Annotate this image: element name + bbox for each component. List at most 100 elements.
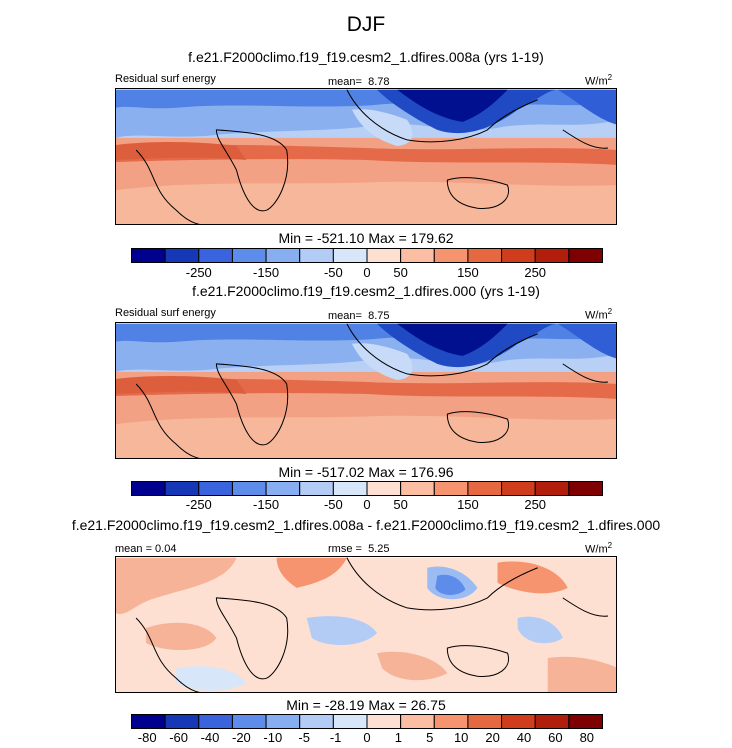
- colorbar-swatch: [433, 481, 469, 496]
- colorbar-tick-label: -20: [231, 730, 251, 745]
- colorbar-svg: [131, 481, 604, 496]
- colorbar-tick-label: -10: [263, 730, 283, 745]
- panel-3-rmse-value: 5.25: [368, 543, 390, 555]
- panel-2-min-max: Min = -517.02 Max = 176.96: [278, 464, 454, 480]
- colorbar-swatch: [501, 248, 536, 263]
- panel-3-map: [115, 556, 617, 693]
- colorbar-swatch: [198, 481, 233, 496]
- colorbar-swatch: [131, 714, 166, 729]
- panel-2-mean-label: mean= 8.75: [328, 310, 390, 322]
- colorbar-tick-label: 20: [485, 730, 500, 745]
- colorbar-swatch: [534, 248, 570, 263]
- colorbar-tick-label: 50: [393, 497, 408, 512]
- colorbar-swatch: [299, 481, 334, 496]
- colorbar-swatch: [131, 248, 166, 263]
- colorbar-tick-label: -5: [298, 730, 310, 745]
- panel-1-map-svg: [116, 89, 616, 224]
- colorbar-swatch: [332, 248, 368, 263]
- colorbar-swatch: [534, 481, 570, 496]
- colorbar-tick-label: 50: [393, 265, 408, 280]
- colorbar-tick-label: 0: [363, 265, 371, 280]
- colorbar-tick-label: 40: [516, 730, 532, 745]
- colorbar-swatch: [366, 248, 402, 263]
- colorbar-tick-label: -1: [329, 730, 342, 745]
- colorbar-swatch: [534, 714, 570, 729]
- panel-2-map: [115, 322, 617, 459]
- colorbar-swatch: [400, 481, 435, 496]
- colorbar-swatch: [265, 714, 301, 729]
- colorbar-tick-label: -150: [253, 265, 280, 280]
- colorbar-tick-label: -60: [169, 730, 188, 745]
- panel-1-title: f.e21.F2000climo.f19_f19.cesm2_1.dfires.…: [188, 49, 544, 65]
- panel-2-units: W/m2: [585, 307, 613, 322]
- colorbar-swatch: [366, 481, 402, 496]
- panel-2-map-svg: [116, 323, 616, 458]
- panel-1-mean-label: mean= 8.78: [328, 76, 390, 88]
- colorbar-tick-label: -250: [185, 497, 212, 512]
- colorbar-swatch: [164, 248, 200, 263]
- colorbar-swatch: [299, 714, 334, 729]
- colorbar-swatch: [332, 481, 368, 496]
- panel-2-mean-value: 8.75: [368, 310, 390, 322]
- colorbar-swatch: [265, 248, 301, 263]
- colorbar-tick-label: -150: [253, 497, 280, 512]
- panel-2-colorbar: [131, 481, 604, 496]
- panel-3-title: f.e21.F2000climo.f19_f19.cesm2_1.dfires.…: [71, 517, 661, 533]
- panel-2-colorbar-ticks: -250 -150 -50 0 50 150 250: [131, 497, 603, 515]
- colorbar-tick-label: 1: [394, 730, 403, 745]
- colorbar-tick-label: 0: [363, 497, 371, 512]
- panel-1-colorbar: [131, 248, 604, 263]
- colorbar-swatch: [467, 481, 503, 496]
- colorbar-swatch: [568, 481, 604, 496]
- panel-1-min-max: Min = -521.10 Max = 179.62: [278, 230, 454, 246]
- colorbar-svg: [131, 248, 604, 263]
- panel-1-variable-label: Residual surf energy: [115, 73, 216, 85]
- colorbar-swatch: [332, 714, 368, 729]
- colorbar-tick-label: 5: [426, 730, 434, 745]
- colorbar-swatch: [400, 248, 435, 263]
- panel-3-min-max: Min = -28.19 Max = 26.75: [286, 697, 446, 713]
- panel-3-rmse-label: rmse = 5.25: [328, 543, 390, 555]
- colorbar-swatch: [231, 714, 267, 729]
- colorbar-tick-label: 0: [363, 730, 371, 745]
- colorbar-swatch: [198, 248, 233, 263]
- colorbar-swatch: [433, 714, 469, 729]
- colorbar-tick-label: 250: [524, 265, 547, 280]
- colorbar-tick-label: -250: [185, 265, 212, 280]
- colorbar-swatch: [198, 714, 233, 729]
- colorbar-tick-label: -40: [200, 730, 220, 745]
- panel-1-map: [115, 88, 617, 225]
- colorbar-swatch: [164, 714, 200, 729]
- colorbar-tick-label: 60: [548, 730, 563, 745]
- panel-3-map-svg: [116, 557, 616, 692]
- colorbar-swatch: [433, 248, 469, 263]
- panel-2-title: f.e21.F2000climo.f19_f19.cesm2_1.dfires.…: [192, 283, 540, 299]
- colorbar-tick-label: 150: [457, 497, 479, 512]
- panel-3-colorbar: [131, 714, 604, 729]
- panel-1-colorbar-ticks: -250 -150 -50 0 50 150 250: [131, 265, 603, 283]
- colorbar-swatch: [164, 481, 200, 496]
- colorbar-tick-label: 250: [524, 497, 547, 512]
- panel-3-colorbar-ticks: -80 -60 -40 -20 -10 -5 -1 0 1 5 10 20 40 60 80: [131, 730, 603, 748]
- colorbar-swatch: [467, 248, 503, 263]
- colorbar-tick-label: 10: [453, 730, 469, 745]
- panel-3-mean-label: mean = 0.04: [115, 543, 177, 555]
- panel-3-units: W/m2: [585, 541, 613, 556]
- colorbar-tick-label: -50: [323, 265, 343, 280]
- colorbar-swatch: [400, 714, 435, 729]
- colorbar-swatch: [231, 248, 267, 263]
- panel-1-mean-value: 8.78: [368, 76, 390, 88]
- colorbar-swatch: [501, 714, 536, 729]
- colorbar-swatch: [231, 481, 267, 496]
- colorbar-svg: [131, 714, 604, 729]
- colorbar-tick-label: 80: [579, 730, 595, 745]
- colorbar-swatch: [265, 481, 301, 496]
- colorbar-swatch: [501, 481, 536, 496]
- colorbar-swatch: [131, 481, 166, 496]
- panel-1-units: W/m2: [585, 73, 613, 88]
- panel-2-variable-label: Residual surf energy: [115, 307, 216, 319]
- colorbar-tick-label: -80: [137, 730, 157, 745]
- colorbar-swatch: [299, 248, 334, 263]
- colorbar-tick-label: -50: [323, 497, 343, 512]
- colorbar-swatch: [467, 714, 503, 729]
